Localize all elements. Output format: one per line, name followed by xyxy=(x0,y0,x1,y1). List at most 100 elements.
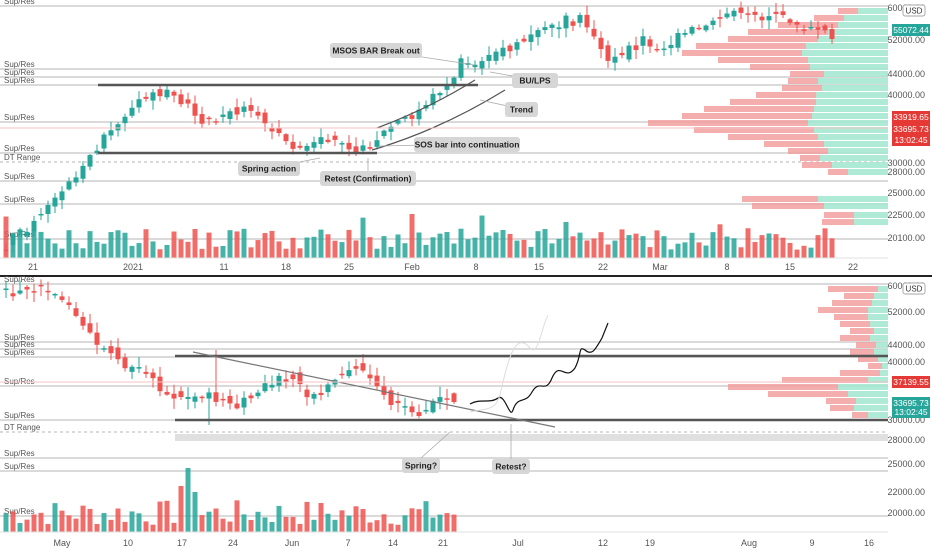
volume-bar xyxy=(563,222,569,258)
x-tick-label: 21 xyxy=(438,538,448,548)
profile-buy-bar xyxy=(832,162,888,168)
profile-sell-bar xyxy=(802,162,832,168)
volume-bar xyxy=(290,237,296,258)
sup-res-label: Sup/Res xyxy=(4,275,35,284)
callout-pointer xyxy=(420,431,451,459)
x-tick-label: 16 xyxy=(864,538,874,548)
profile-buy-bar xyxy=(802,50,888,56)
candle-body xyxy=(640,36,646,46)
profile-sell-bar xyxy=(840,370,880,376)
candle-body xyxy=(220,114,226,117)
profile-sell-bar xyxy=(704,106,814,112)
bottom-time-axis[interactable]: May 10 17 24 Jun 7 14 21 Jul 12 19 Aug 9 16 xyxy=(0,531,888,548)
volume-bar xyxy=(318,229,324,258)
volume-bar xyxy=(262,233,268,258)
candle-body xyxy=(549,24,555,28)
volume-bar xyxy=(150,524,156,532)
candle-body xyxy=(430,400,436,413)
callout-label: MSOS BAR Break out xyxy=(332,46,420,56)
candle-body xyxy=(682,32,688,35)
candle-body xyxy=(206,392,212,399)
candle-body xyxy=(402,116,408,119)
candle-body xyxy=(507,45,513,52)
candle-body xyxy=(528,34,534,42)
candle-body xyxy=(381,130,387,137)
candle-body xyxy=(318,137,324,145)
candle-body xyxy=(353,146,359,153)
candle-body xyxy=(353,366,359,369)
profile-sell-bar xyxy=(718,57,808,63)
top-volume-bars xyxy=(3,214,835,258)
sup-res-label: Sup/Res xyxy=(4,333,35,342)
candle-body xyxy=(234,403,240,409)
volume-bar xyxy=(626,235,632,258)
candle-body xyxy=(780,11,786,16)
candle-body xyxy=(290,141,296,149)
candle-body xyxy=(108,130,114,136)
volume-bar xyxy=(402,243,408,258)
volume-bar xyxy=(108,519,114,532)
profile-sell-bar xyxy=(828,169,848,175)
volume-bar xyxy=(311,236,317,258)
volume-bar xyxy=(59,248,65,258)
volume-bar xyxy=(339,510,345,532)
volume-bar xyxy=(808,247,814,258)
candle-body xyxy=(486,54,492,61)
candle-body xyxy=(493,51,499,61)
candle-body xyxy=(269,384,275,388)
sup-res-label: Sup/Res xyxy=(4,0,35,6)
dt-range-band xyxy=(175,434,888,441)
volume-bar xyxy=(115,508,121,532)
y-tick-label: 40000.00 xyxy=(887,357,925,367)
profile-buy-bar xyxy=(822,85,888,91)
candle-body xyxy=(577,15,583,23)
bottom-chart-panel[interactable]: Sup/ResSup/ResSup/ResSup/ResSup/ResSup/R… xyxy=(0,275,932,550)
candle-body xyxy=(815,27,821,30)
profile-sell-bar xyxy=(750,64,810,70)
volume-bar xyxy=(787,242,793,258)
profile-buy-bar xyxy=(854,405,888,411)
volume-bar xyxy=(346,229,352,258)
candle-body xyxy=(822,25,828,31)
candle-body xyxy=(710,20,716,25)
volume-bar xyxy=(31,514,37,532)
candle-body xyxy=(52,197,58,207)
volume-bar xyxy=(703,245,709,258)
volume-bar xyxy=(234,231,240,258)
callout-box xyxy=(330,43,422,58)
volume-bar xyxy=(479,215,485,258)
candle-body xyxy=(73,308,79,316)
top-chart-panel[interactable]: Sup/ResSup/ResSup/ResSup/ResSup/ResSup/R… xyxy=(0,0,932,276)
candle-body xyxy=(752,11,758,15)
candle-body xyxy=(731,10,737,17)
candle-body xyxy=(73,177,79,183)
y-tick-label: 44000.00 xyxy=(887,340,925,350)
profile-buy-bar xyxy=(838,22,888,28)
profile-sell-bar xyxy=(852,412,868,418)
candle-body xyxy=(759,16,765,21)
volume-bar xyxy=(458,228,464,258)
candle-body xyxy=(220,398,226,401)
candle-body xyxy=(227,111,233,120)
volume-bar xyxy=(661,236,667,258)
bottom-price-axis[interactable]: 60000.0052000.0044000.0040000.0030000.00… xyxy=(887,280,932,550)
sup-res-label: Sup/Res xyxy=(4,462,35,471)
candle-body xyxy=(437,397,443,402)
candle-body xyxy=(283,379,289,383)
top-time-axis[interactable]: 21 2021 11 18 25 Feb 8 15 22 Mar 8 15 22 xyxy=(0,257,888,272)
x-tick-label: 21 xyxy=(28,262,38,272)
volume-bar xyxy=(332,240,338,258)
y-tick-label: 22500.00 xyxy=(887,210,925,220)
volume-bar xyxy=(675,243,681,258)
profile-sell-bar xyxy=(830,405,854,411)
volume-bar xyxy=(164,244,170,258)
currency-badge xyxy=(902,282,926,295)
volume-bar xyxy=(437,514,443,532)
profile-buy-bar xyxy=(876,342,888,348)
profile-buy-bar xyxy=(872,300,888,306)
candle-body xyxy=(626,45,632,60)
y-tick-label: 25000.00 xyxy=(887,459,925,469)
volume-bar xyxy=(423,501,429,532)
price-tag-label: 33695.73 xyxy=(893,398,929,408)
top-price-axis[interactable]: 60000.0052000.0044000.0040000.0030000.00… xyxy=(887,2,932,276)
